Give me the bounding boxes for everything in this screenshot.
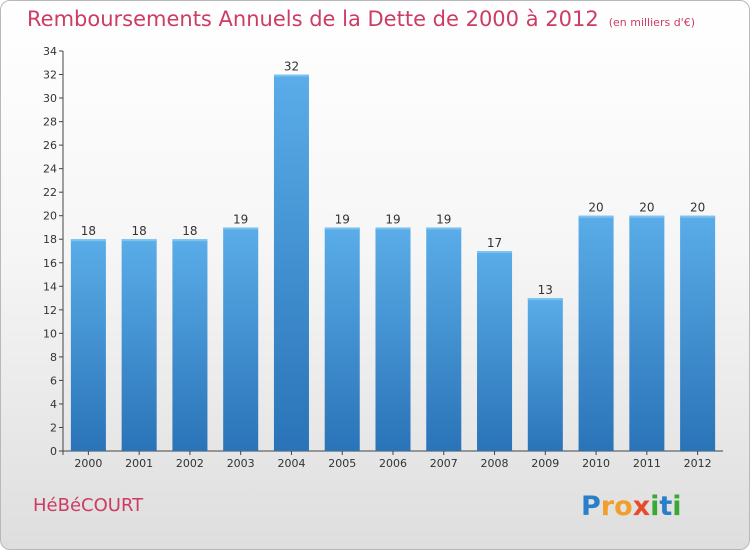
y-tick-label: 30 bbox=[43, 92, 57, 105]
bar-highlight bbox=[70, 239, 106, 242]
logo-letter: P bbox=[581, 491, 601, 522]
data-label: 32 bbox=[284, 60, 299, 74]
y-tick-label: 16 bbox=[43, 257, 57, 270]
x-tick-label: 2002 bbox=[176, 457, 204, 470]
bar-2008 bbox=[477, 251, 513, 451]
data-label: 19 bbox=[436, 212, 451, 226]
bar-2007 bbox=[426, 227, 462, 451]
bar-2003 bbox=[223, 227, 259, 451]
logo-letter: t bbox=[659, 491, 673, 522]
data-label: 17 bbox=[487, 236, 502, 250]
bar-2002 bbox=[172, 239, 208, 451]
bar-2004 bbox=[273, 74, 309, 451]
bar-2001 bbox=[121, 239, 157, 451]
bar-highlight bbox=[527, 298, 563, 301]
y-tick-label: 20 bbox=[43, 210, 57, 223]
bar-2009 bbox=[527, 298, 563, 451]
bar-2012 bbox=[680, 215, 716, 451]
bar-highlight bbox=[172, 239, 208, 242]
x-tick-label: 2009 bbox=[531, 457, 559, 470]
data-labels: 18 18 18 19 32 19 19 19 17 13 20 20 20 bbox=[81, 60, 706, 298]
bar-highlight bbox=[680, 215, 716, 218]
data-label: 20 bbox=[639, 201, 654, 215]
bar-highlight bbox=[273, 74, 309, 77]
bar-2000 bbox=[70, 239, 106, 451]
logo-letter: r bbox=[600, 491, 615, 522]
data-label: 20 bbox=[588, 201, 603, 215]
y-tick-label: 28 bbox=[43, 116, 57, 129]
x-tick-label: 2008 bbox=[481, 457, 509, 470]
unit-note: (en milliers d'€) bbox=[608, 16, 695, 29]
logo-letter: i bbox=[650, 491, 660, 522]
x-tick-label: 2006 bbox=[379, 457, 407, 470]
logo-letter: x bbox=[632, 491, 651, 522]
y-tick-label: 4 bbox=[50, 398, 57, 411]
x-tick-label: 2011 bbox=[633, 457, 661, 470]
bar-highlight bbox=[426, 227, 462, 230]
bar-highlight bbox=[375, 227, 411, 230]
x-tick-label: 2004 bbox=[277, 457, 305, 470]
y-tick-label: 8 bbox=[50, 351, 57, 364]
data-label: 19 bbox=[233, 212, 248, 226]
x-tick-label: 2007 bbox=[430, 457, 458, 470]
x-tick-label: 2001 bbox=[125, 457, 153, 470]
data-label: 18 bbox=[182, 224, 197, 238]
data-label: 13 bbox=[538, 283, 553, 297]
bar-highlight bbox=[324, 227, 360, 230]
x-tick-label: 2005 bbox=[328, 457, 356, 470]
x-tick-label: 2003 bbox=[227, 457, 255, 470]
chart-title-text: Remboursements Annuels de la Dette de 20… bbox=[27, 7, 599, 31]
logo-letter: i bbox=[672, 491, 682, 522]
bar-highlight bbox=[477, 251, 513, 253]
data-label: 20 bbox=[690, 201, 705, 215]
bar-2005 bbox=[324, 227, 360, 451]
y-tick-label: 12 bbox=[43, 304, 57, 317]
commune-name: HéBéCOURT bbox=[33, 495, 144, 516]
bar-highlight bbox=[578, 215, 614, 218]
bar-2010 bbox=[578, 215, 614, 451]
data-label: 18 bbox=[81, 224, 96, 238]
y-tick-label: 18 bbox=[43, 233, 57, 246]
bars bbox=[70, 74, 716, 451]
y-tick-label: 32 bbox=[43, 69, 57, 82]
bar-highlight bbox=[629, 215, 665, 218]
bar-highlight bbox=[223, 227, 259, 230]
y-tick-label: 26 bbox=[43, 139, 57, 152]
x-tick-label: 2010 bbox=[582, 457, 610, 470]
y-tick-label: 6 bbox=[50, 374, 57, 387]
bar-2006 bbox=[375, 227, 411, 451]
x-tick-label: 2012 bbox=[684, 457, 712, 470]
x-tick-label: 2000 bbox=[74, 457, 102, 470]
y-tick-label: 10 bbox=[43, 327, 57, 340]
data-label: 18 bbox=[132, 224, 147, 238]
y-tick-label: 0 bbox=[50, 445, 57, 458]
chart-title: Remboursements Annuels de la Dette de 20… bbox=[27, 7, 695, 31]
y-tick-label: 2 bbox=[50, 421, 57, 434]
y-tick-label: 24 bbox=[43, 163, 57, 176]
logo-letter: o bbox=[614, 491, 633, 522]
proxiti-logo: Proxiti bbox=[581, 491, 682, 522]
y-tick-label: 22 bbox=[43, 186, 57, 199]
data-label: 19 bbox=[385, 212, 400, 226]
data-label: 19 bbox=[335, 212, 350, 226]
bar-highlight bbox=[121, 239, 157, 242]
bar-2011 bbox=[629, 215, 665, 451]
y-tick-label: 14 bbox=[43, 280, 57, 293]
y-tick-label: 34 bbox=[43, 45, 57, 58]
